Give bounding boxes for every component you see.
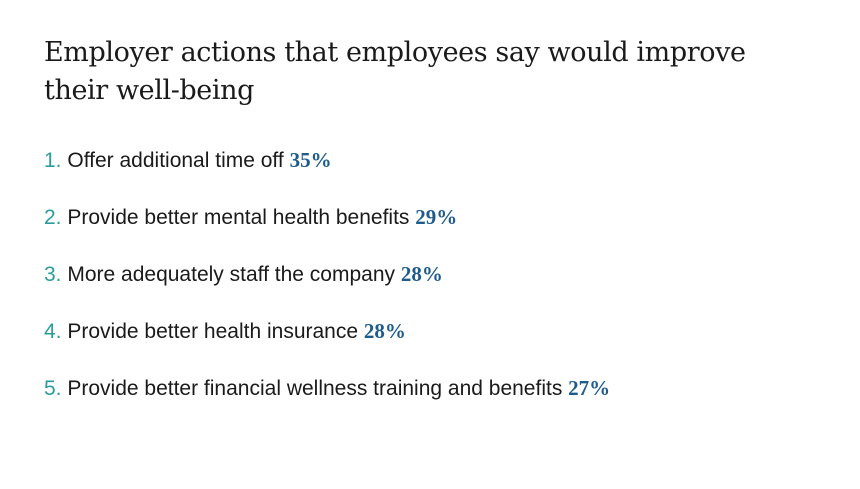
list-item: 5. Provide better financial wellness tra… [44,372,610,429]
item-text: Provide better financial wellness traini… [67,377,563,400]
item-number: 2. [44,206,62,229]
item-text: Offer additional time off [67,149,284,172]
list-item: 1. Offer additional time off 35% [44,144,610,201]
item-percent: 29% [415,205,458,229]
item-text: Provide better mental health benefits [67,206,410,229]
item-percent: 28% [363,319,406,343]
item-number: 3. [44,263,62,286]
item-percent: 27% [568,376,611,400]
item-number: 1. [44,149,62,172]
ranked-list: 1. Offer additional time off 35% 2. Prov… [44,144,610,429]
item-number: 5. [44,377,62,400]
list-item: 4. Provide better health insurance 28% [44,315,610,372]
item-percent: 28% [400,262,443,286]
item-text: More adequately staff the company [67,263,396,286]
item-text: Provide better health insurance [67,320,359,343]
list-item: 3. More adequately staff the company 28% [44,258,610,315]
list-item: 2. Provide better mental health benefits… [44,201,610,258]
item-number: 4. [44,320,62,343]
item-percent: 35% [289,148,332,172]
page-title: Employer actions that employees say woul… [44,37,746,106]
